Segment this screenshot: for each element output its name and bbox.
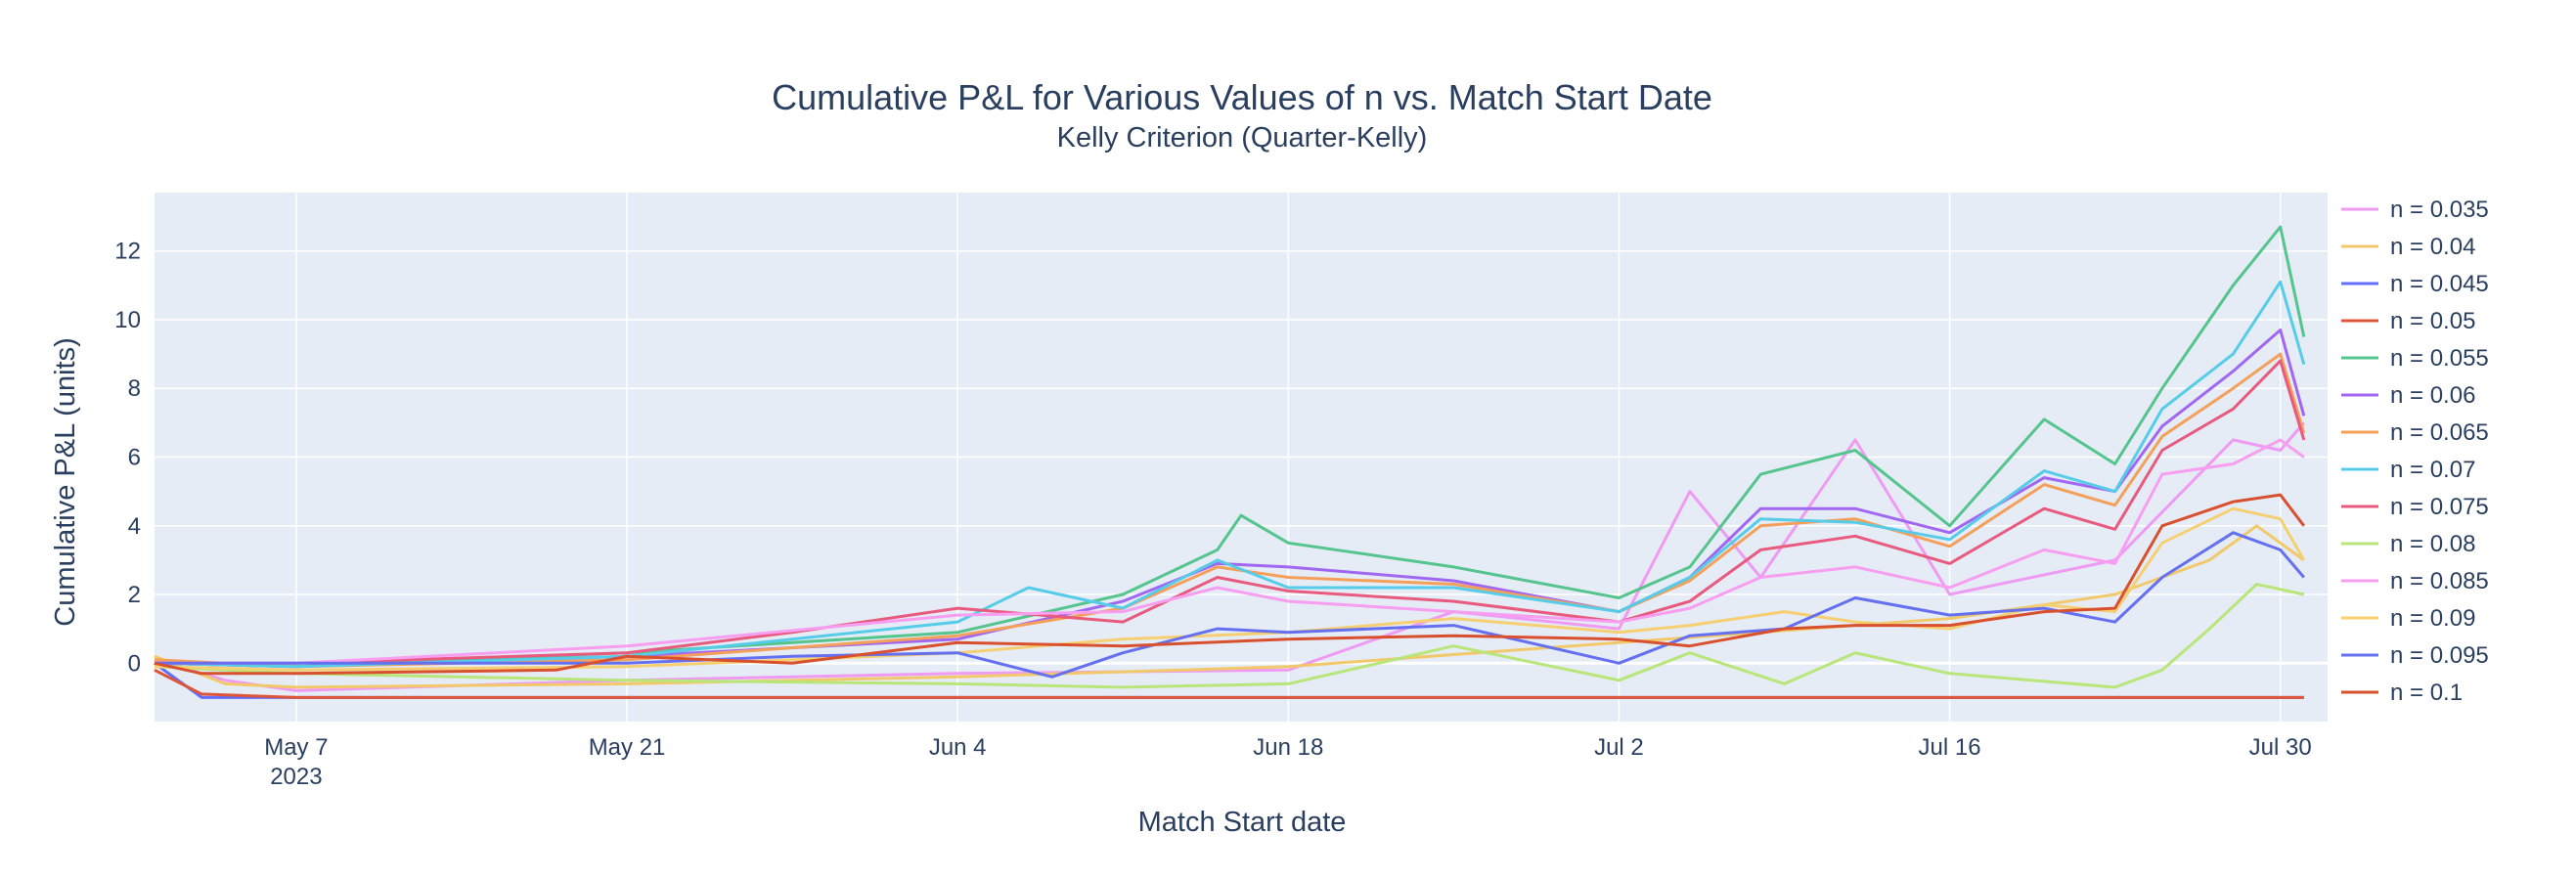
x-tick-label: Jun 18: [1253, 734, 1323, 761]
legend-label: n = 0.045: [2390, 271, 2489, 297]
legend-item[interactable]: n = 0.075: [2341, 494, 2489, 520]
series-line: [155, 438, 2305, 665]
chart-title: Cumulative P&L for Various Values of n v…: [772, 77, 1712, 117]
series-line: [154, 583, 2305, 689]
legend-item[interactable]: n = 0.045: [2341, 271, 2489, 297]
legend-item[interactable]: n = 0.035: [2341, 197, 2489, 223]
legend-item[interactable]: n = 0.07: [2341, 457, 2475, 483]
legend-label: n = 0.085: [2390, 568, 2489, 594]
legend-label: n = 0.055: [2390, 345, 2489, 372]
y-axis-ticks: 0 2 4 6 8 10 12: [114, 239, 141, 678]
y-tick-label: 4: [128, 513, 141, 540]
legend-item[interactable]: n = 0.09: [2341, 605, 2475, 632]
legend-label: n = 0.09: [2390, 605, 2475, 632]
legend-label: n = 0.04: [2390, 234, 2475, 260]
y-tick-label: 2: [128, 582, 141, 608]
legend[interactable]: n = 0.035 n = 0.04 n = 0.045 n = 0.05 n = 0.…: [2341, 197, 2489, 706]
series-group: [154, 225, 2306, 699]
x-tick-label: May 21: [589, 734, 666, 761]
y-tick-label: 0: [128, 650, 141, 677]
legend-item[interactable]: n = 0.06: [2341, 382, 2475, 409]
legend-label: n = 0.1: [2390, 680, 2463, 706]
legend-item[interactable]: n = 0.095: [2341, 642, 2489, 669]
legend-item[interactable]: n = 0.055: [2341, 345, 2489, 372]
y-axis-title: Cumulative P&L (units): [50, 337, 81, 626]
x-tick-label: Jul 16: [1919, 734, 1981, 761]
legend-label: n = 0.08: [2390, 531, 2475, 557]
x-axis-ticks: May 7 2023 May 21 Jun 4 Jun 18 Jul 2 Jul 16 Jul…: [264, 734, 2311, 790]
y-tick-label: 12: [114, 239, 141, 265]
x-tick-label: Jul 2: [1594, 734, 1644, 761]
legend-item[interactable]: n = 0.1: [2341, 680, 2463, 706]
series-line: [154, 225, 2306, 669]
series-line: [154, 668, 2304, 699]
legend-item[interactable]: n = 0.085: [2341, 568, 2489, 594]
legend-item[interactable]: n = 0.05: [2341, 308, 2475, 334]
y-tick-label: 6: [128, 445, 141, 471]
legend-label: n = 0.095: [2390, 642, 2489, 669]
x-tick-sublabel: 2023: [270, 764, 322, 790]
legend-label: n = 0.07: [2390, 457, 2475, 483]
legend-item[interactable]: n = 0.065: [2341, 419, 2489, 446]
legend-label: n = 0.06: [2390, 382, 2475, 409]
y-tick-label: 10: [114, 307, 141, 333]
legend-label: n = 0.065: [2390, 419, 2489, 446]
series-line: [154, 352, 2306, 669]
series-line: [154, 524, 2305, 689]
legend-item[interactable]: n = 0.08: [2341, 531, 2475, 557]
legend-label: n = 0.075: [2390, 494, 2489, 520]
x-axis-title: Match Start date: [1138, 807, 1347, 838]
x-tick-label: Jul 30: [2249, 734, 2312, 761]
x-tick-label: Jun 4: [929, 734, 987, 761]
legend-item[interactable]: n = 0.04: [2341, 234, 2475, 260]
y-tick-label: 8: [128, 375, 141, 402]
chart-subtitle: Kelly Criterion (Quarter-Kelly): [1057, 122, 1428, 154]
legend-label: n = 0.035: [2390, 197, 2489, 223]
legend-label: n = 0.05: [2390, 308, 2475, 334]
series-line: [154, 493, 2305, 676]
x-tick-label: May 7: [264, 734, 328, 761]
